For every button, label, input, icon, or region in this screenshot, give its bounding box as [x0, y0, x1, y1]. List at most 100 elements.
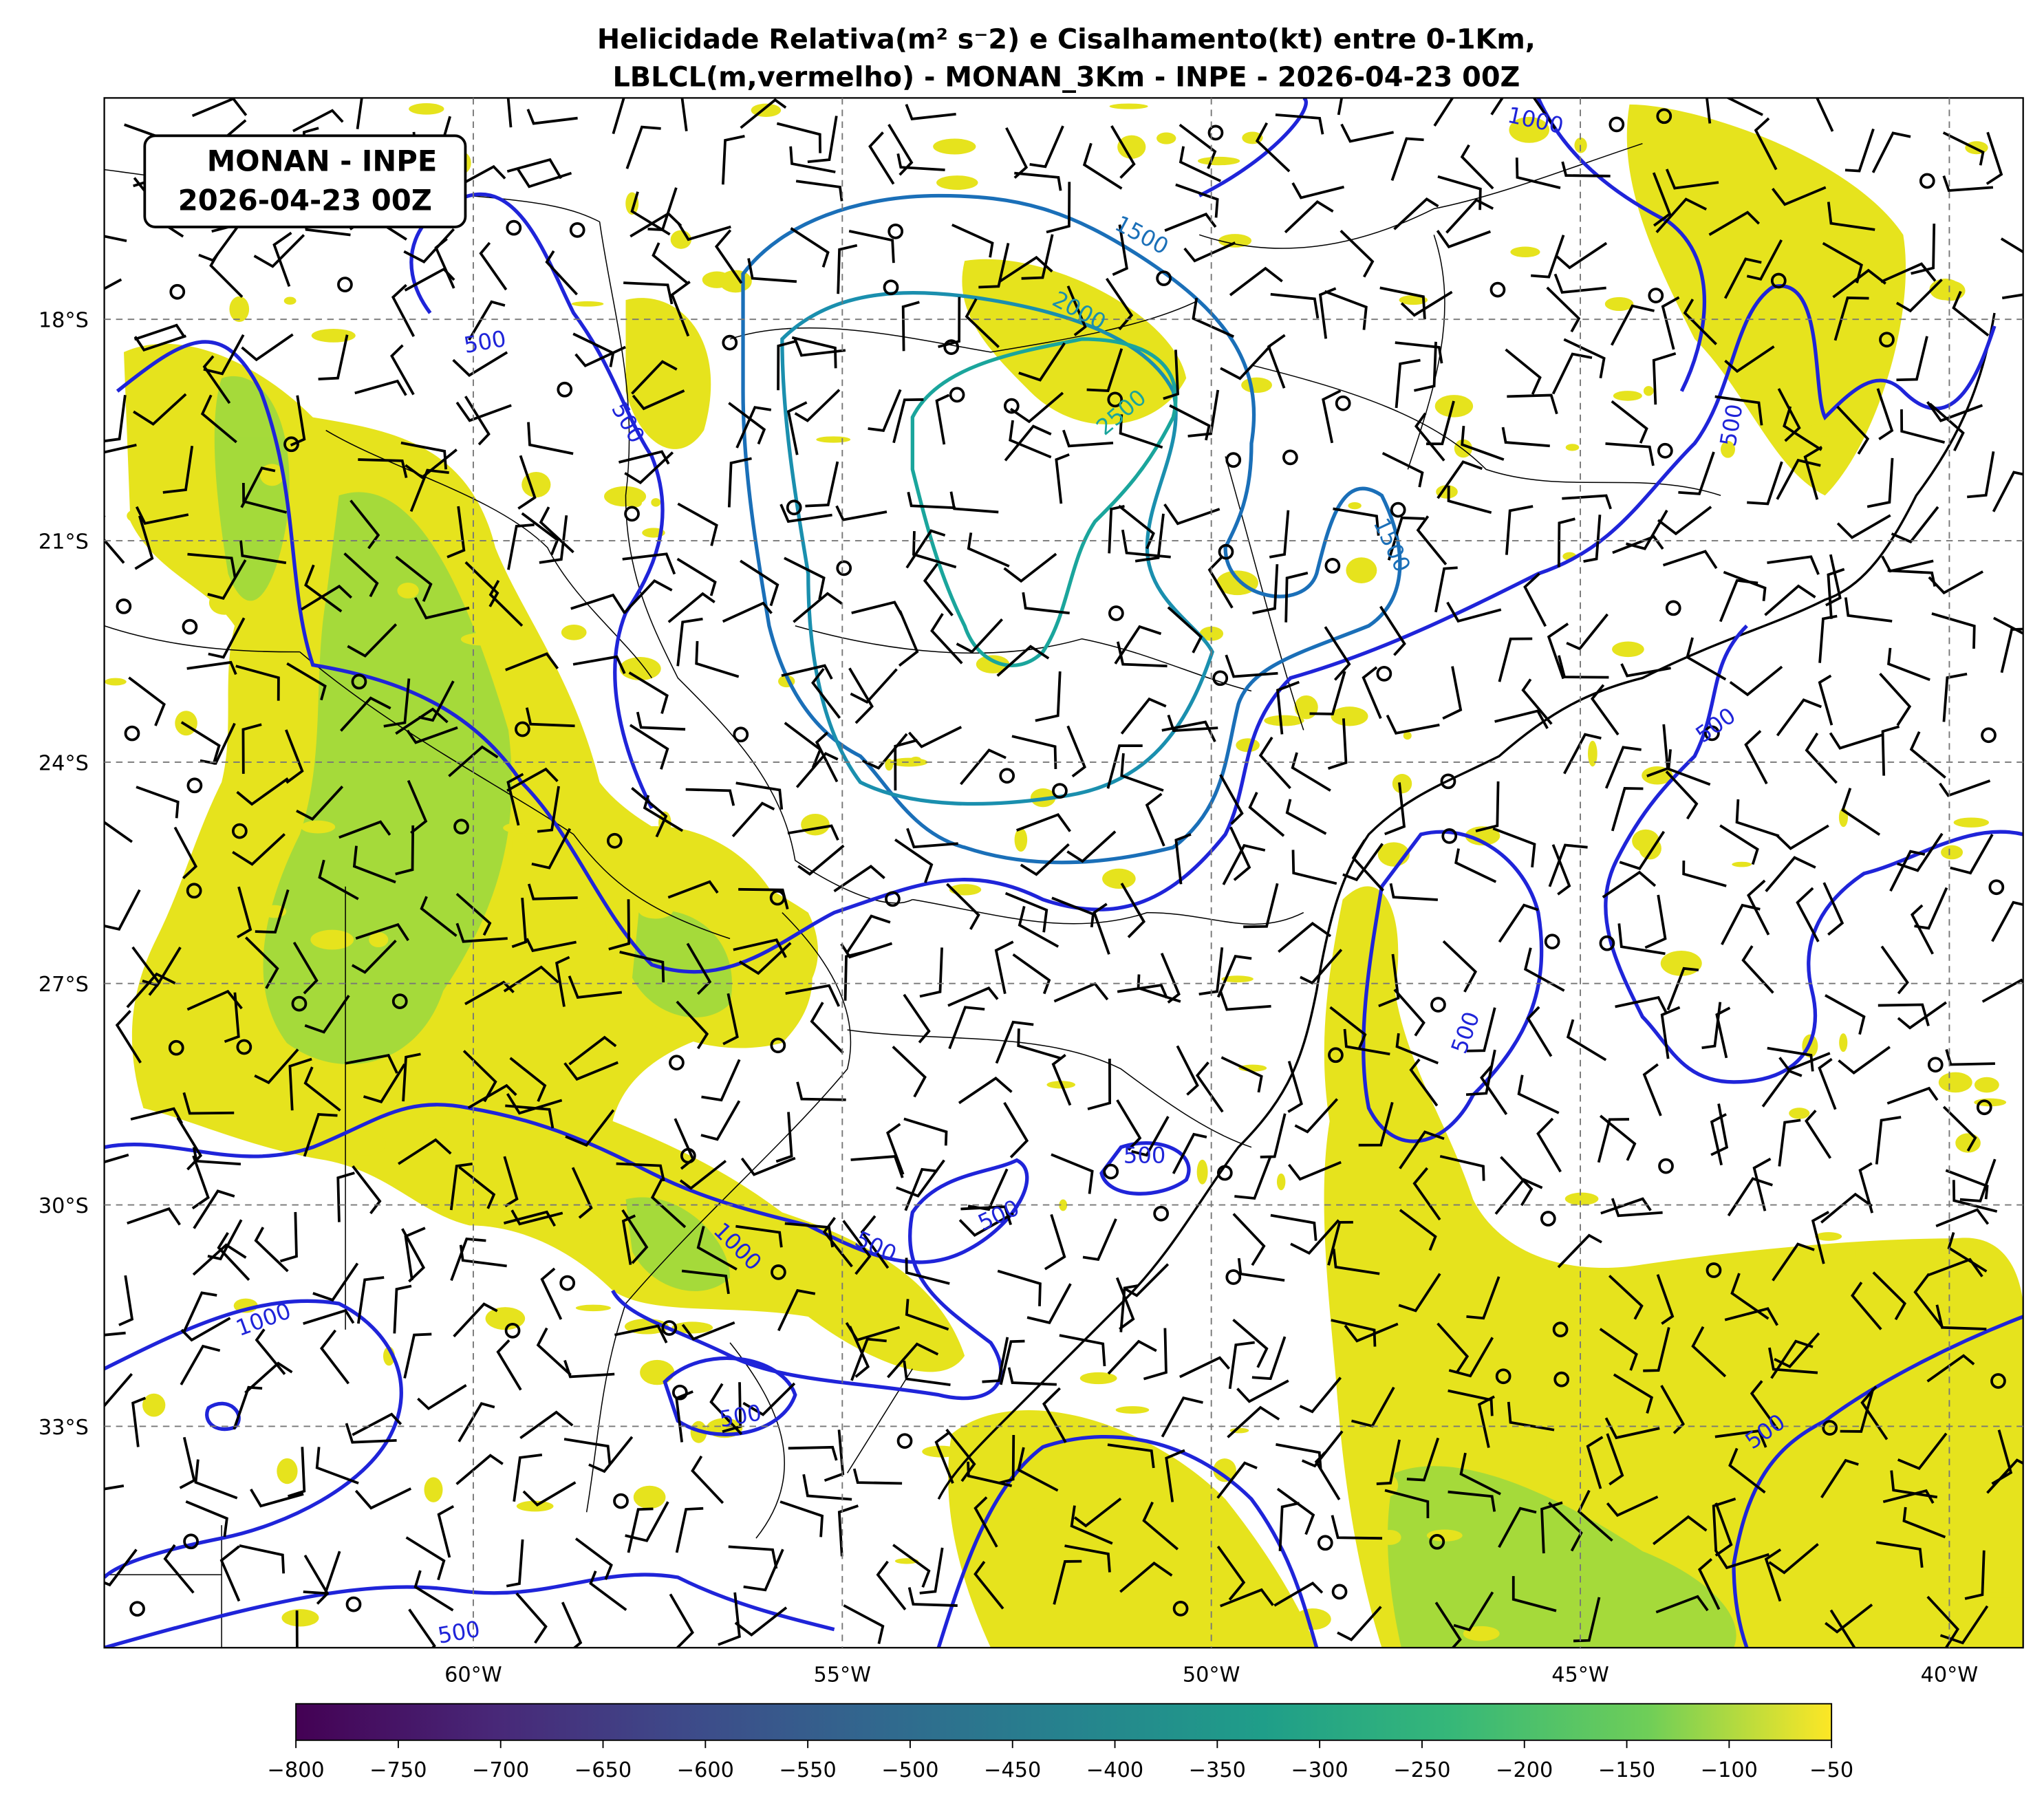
speckle — [1379, 1474, 1399, 1496]
speckle — [369, 932, 389, 948]
wind-barb — [203, 334, 245, 376]
wind-barb — [784, 722, 822, 768]
wind-barb — [1827, 568, 1845, 619]
wind-barb — [1772, 1242, 1815, 1282]
wind-barb — [1062, 429, 1114, 448]
wind-barb — [995, 1020, 1034, 1064]
wind-barb — [1073, 1497, 1122, 1528]
wind-barb — [1116, 641, 1168, 668]
wind-barb — [104, 1548, 138, 1587]
wind-barb — [1827, 202, 1875, 231]
wind-barb — [1644, 894, 1667, 949]
wind-barbs — [104, 98, 2023, 1648]
coastline — [937, 312, 1996, 1500]
wind-barb — [208, 617, 246, 659]
speckle — [409, 103, 444, 115]
wind-barb — [1683, 299, 1717, 345]
wind-barb — [1911, 224, 1936, 275]
wind-barb — [356, 1276, 385, 1324]
wind-barb — [1708, 210, 1761, 236]
speckle — [1196, 1159, 1208, 1185]
wind-barb — [1376, 1439, 1401, 1485]
speckle — [1426, 1529, 1463, 1542]
wind-barb — [894, 739, 918, 791]
wind-barb — [1314, 1451, 1341, 1500]
wind-barb — [1459, 1452, 1501, 1496]
colorbar-tick-label: −700 — [472, 1758, 529, 1782]
wind-barb — [1805, 1110, 1832, 1159]
wind-barb — [1710, 1103, 1729, 1156]
speckle — [1981, 1592, 2023, 1598]
wind-barb — [1566, 613, 1609, 651]
wind-barb — [1294, 1098, 1339, 1134]
calm-wind — [786, 499, 802, 516]
wind-barb — [1880, 945, 1909, 995]
wind-barb — [1017, 1028, 1062, 1060]
wind-barb — [935, 393, 950, 445]
y-tick-label: 27°S — [39, 973, 89, 997]
wind-barb — [810, 1002, 844, 1054]
wind-barb — [437, 1504, 455, 1558]
wind-barb — [1387, 516, 1425, 561]
wind-barb — [1597, 1118, 1629, 1163]
wind-barb — [947, 986, 999, 1007]
wind-barb — [1611, 400, 1648, 444]
speckle — [1509, 116, 1550, 143]
speckle — [1434, 395, 1474, 418]
speckle — [1109, 103, 1148, 109]
wind-barb — [1613, 1373, 1654, 1414]
wind-barb — [905, 1299, 949, 1331]
wind-barb — [887, 1342, 939, 1379]
calm-wind — [1919, 173, 1935, 189]
wind-barb — [1465, 1049, 1496, 1097]
wind-barb — [999, 1339, 1025, 1385]
speckle — [1929, 279, 1961, 301]
wind-barb — [1747, 461, 1783, 506]
wind-barb — [510, 1209, 563, 1226]
wind-barb — [779, 504, 832, 523]
wind-barb — [565, 1109, 615, 1147]
wind-barb — [1384, 1489, 1430, 1518]
wind-barb — [679, 1160, 727, 1190]
wind-barb — [236, 886, 252, 939]
wind-barb — [254, 1227, 289, 1273]
wind-barb — [850, 1155, 904, 1178]
wind-barb — [1657, 506, 1712, 536]
wind-barb — [796, 1081, 846, 1101]
wind-barb — [1248, 792, 1285, 837]
colorbar-tick-label: −50 — [1809, 1758, 1853, 1782]
wind-barb — [1287, 1160, 1342, 1181]
wind-barb — [1119, 414, 1163, 449]
colorbar-tick-label: −300 — [1291, 1758, 1348, 1782]
wind-barb — [1573, 1597, 1601, 1643]
wind-barb — [202, 355, 231, 404]
wind-barb — [1871, 131, 1911, 173]
wind-barb — [1121, 529, 1171, 559]
speckle — [1378, 1529, 1401, 1545]
wind-barb — [1536, 1117, 1562, 1173]
wind-barb — [721, 134, 745, 185]
wind-barb — [822, 1217, 853, 1268]
wind-barb — [1818, 1057, 1837, 1110]
wind-barb — [1480, 1066, 1508, 1116]
wind-barb — [1381, 451, 1424, 488]
calm-wind — [1704, 725, 1720, 742]
wind-barb — [1665, 169, 1719, 190]
wind-barb — [850, 668, 898, 704]
wind-barb — [667, 592, 716, 623]
wind-barb — [506, 773, 524, 826]
wind-barb — [1172, 1132, 1207, 1174]
speckle — [1221, 975, 1254, 983]
wind-barb — [568, 1035, 617, 1066]
wind-barb — [1942, 672, 1968, 722]
wind-barb — [1300, 949, 1343, 985]
wind-barb — [1602, 870, 1657, 898]
wind-barb — [1729, 665, 1783, 697]
speckle — [1399, 295, 1428, 305]
wind-barb — [1950, 834, 1994, 875]
wind-barb — [1227, 1405, 1280, 1438]
wind-barb — [525, 707, 575, 728]
wind-barb — [1590, 684, 1620, 736]
wind-barb — [405, 1536, 446, 1581]
wind-barb — [239, 540, 287, 565]
